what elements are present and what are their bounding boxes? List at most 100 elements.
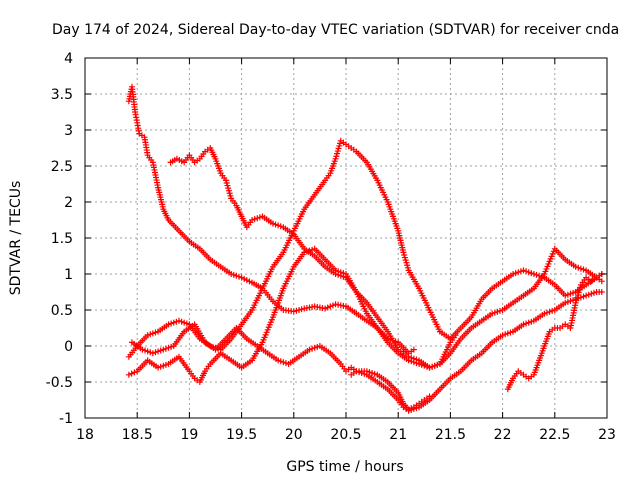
data-point — [233, 272, 240, 279]
data-point — [155, 364, 162, 371]
data-point — [528, 318, 535, 325]
data-point — [408, 358, 415, 365]
data-point — [494, 308, 501, 315]
data-point — [168, 320, 175, 327]
data-point — [152, 349, 159, 356]
data-point — [567, 298, 574, 304]
data-point — [423, 363, 430, 370]
data-point — [275, 222, 282, 229]
data-point — [504, 330, 511, 337]
data-point — [510, 271, 517, 277]
data-point — [363, 368, 370, 375]
data-point — [157, 363, 164, 370]
data-point — [426, 364, 433, 371]
data-point — [322, 305, 329, 312]
data-point — [309, 246, 316, 253]
data-point — [329, 302, 336, 309]
data-point — [241, 275, 248, 282]
data-point — [306, 346, 313, 353]
data-point — [175, 317, 182, 324]
data-point — [340, 270, 347, 277]
data-point — [147, 349, 154, 356]
data-point — [570, 289, 577, 296]
data-point — [528, 270, 535, 277]
data-point — [275, 357, 282, 364]
satellite-track-7 — [504, 271, 605, 393]
data-point — [598, 289, 605, 295]
data-point — [251, 216, 258, 223]
data-point — [327, 303, 334, 310]
data-point — [512, 270, 519, 277]
data-point — [152, 329, 159, 336]
data-point — [530, 271, 537, 277]
data-point — [309, 345, 316, 352]
data-point — [155, 348, 162, 355]
y-tick-label: 0.5 — [51, 303, 73, 319]
data-point — [523, 268, 530, 275]
data-point — [431, 362, 438, 369]
data-point — [170, 319, 177, 326]
data-point — [139, 346, 146, 353]
satellite-track-3 — [125, 137, 605, 360]
data-point — [173, 318, 180, 325]
y-tick-label: -0.5 — [46, 375, 73, 391]
x-tick-label: 19 — [180, 427, 198, 443]
axis-ticks: 18 18.5 19 19.5 20 20.5 21 21.5 22 22.5 23-1-0.500… — [46, 51, 616, 443]
satellite-track-4 — [125, 245, 605, 385]
data-point — [157, 347, 164, 354]
data-point — [520, 267, 527, 274]
data-point — [515, 269, 522, 276]
data-point — [549, 307, 556, 314]
data-point — [418, 361, 425, 368]
data-point — [160, 346, 167, 353]
data-point — [183, 320, 190, 327]
data-point — [162, 345, 169, 352]
data-point — [575, 264, 582, 271]
data-point — [588, 290, 595, 297]
y-tick-label: 1.5 — [51, 231, 73, 247]
data-point — [147, 331, 154, 338]
data-point — [405, 406, 412, 413]
x-tick-label: 19.5 — [226, 427, 257, 443]
data-point — [178, 318, 185, 325]
data-point — [303, 248, 310, 255]
data-point — [238, 274, 245, 281]
data-point — [243, 277, 250, 284]
data-point — [160, 362, 167, 369]
data-point — [416, 361, 423, 367]
data-point — [580, 293, 587, 300]
data-point — [230, 271, 237, 278]
data-point — [228, 271, 235, 277]
data-point — [491, 309, 498, 316]
data-point — [207, 343, 214, 349]
data-point — [533, 271, 540, 278]
data-point — [128, 370, 135, 377]
data-point — [543, 309, 550, 316]
satellite-track-5 — [128, 289, 605, 414]
data-point — [434, 361, 441, 368]
data-point — [426, 393, 433, 400]
x-tick-label: 23 — [598, 427, 616, 443]
data-point — [562, 299, 569, 306]
data-point — [523, 320, 530, 327]
data-point — [254, 215, 261, 222]
data-point — [293, 307, 300, 314]
data-point — [525, 319, 532, 326]
y-tick-label: 3 — [64, 123, 73, 139]
data-point — [598, 278, 605, 285]
data-point — [269, 220, 276, 227]
data-point — [324, 304, 331, 311]
data-point — [235, 273, 242, 280]
data-point — [421, 362, 428, 369]
x-tick-label: 21.5 — [435, 427, 466, 443]
x-tick-label: 20.5 — [330, 427, 361, 443]
data-point — [311, 344, 318, 351]
data-point — [335, 268, 342, 275]
y-tick-label: 2.5 — [51, 159, 73, 175]
data-point — [502, 331, 509, 338]
data-point — [131, 369, 138, 376]
data-point — [562, 292, 569, 299]
y-tick-label: 4 — [64, 51, 73, 67]
y-tick-label: 0 — [64, 339, 73, 355]
data-point — [246, 278, 253, 285]
